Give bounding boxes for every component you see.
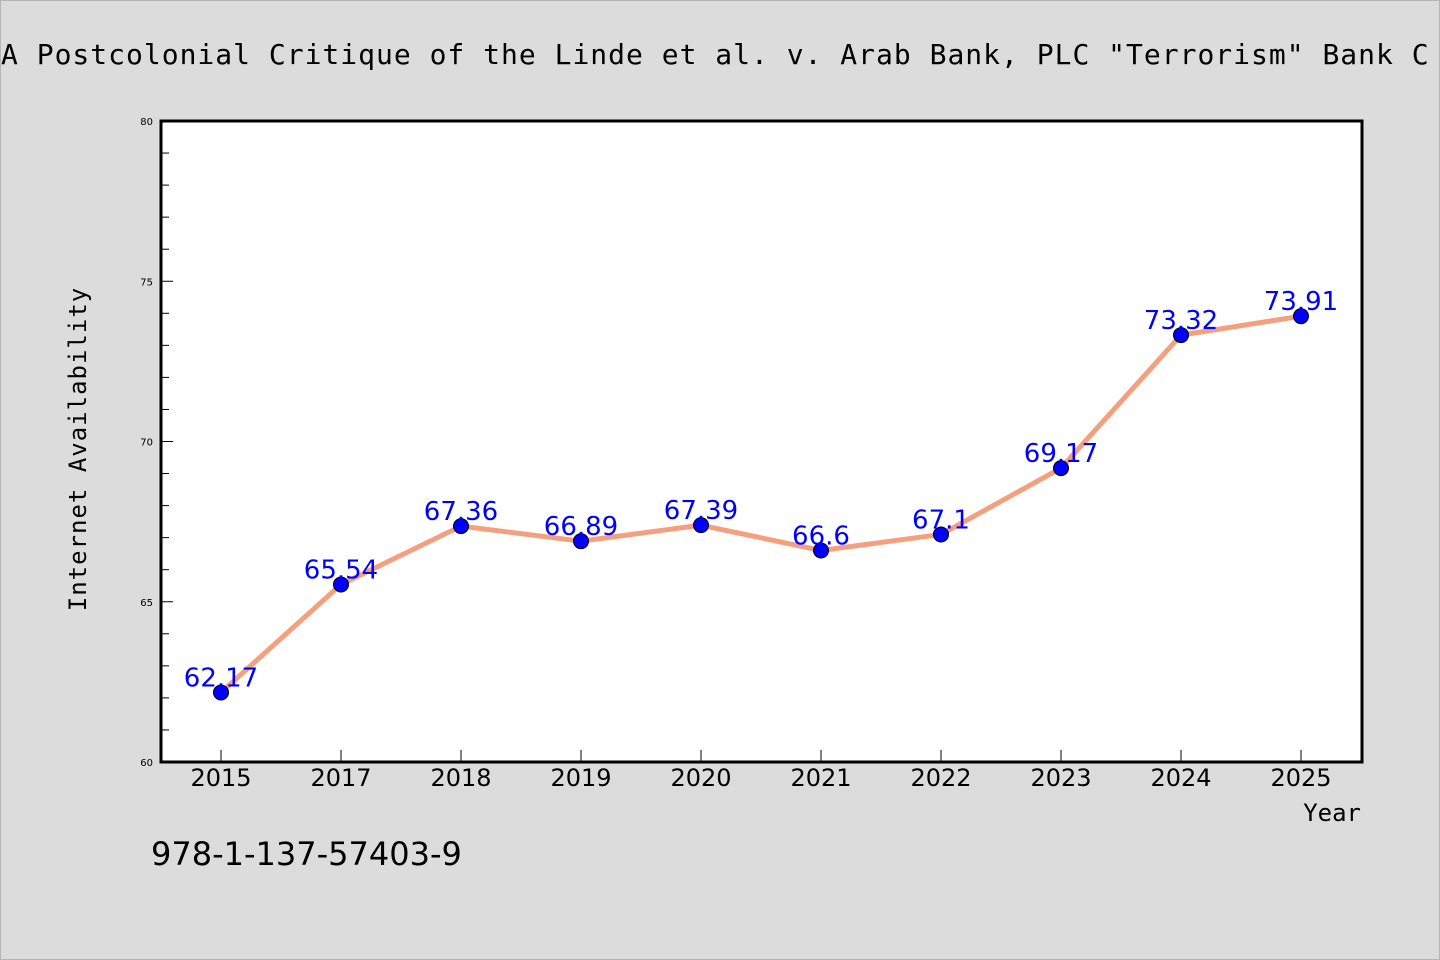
data-point — [573, 533, 589, 550]
data-label: 69.17 — [1024, 439, 1098, 469]
data-label: 73.91 — [1264, 287, 1338, 317]
x-tick-label: 2023 — [1030, 764, 1091, 792]
isbn-annotation: 978-1-137-57403-9 — [151, 835, 462, 873]
data-point — [1173, 327, 1189, 344]
x-tick-label: 2018 — [430, 764, 491, 792]
x-tick-label: 2017 — [310, 764, 371, 792]
chart-title: A Postcolonial Critique of the Linde et … — [1, 38, 1430, 71]
data-label: 67.39 — [664, 496, 738, 526]
x-tick-label: 2022 — [910, 764, 971, 792]
data-label: 62.17 — [184, 663, 258, 693]
data-label: 73.32 — [1144, 306, 1218, 336]
data-point — [453, 518, 469, 535]
y-tick-label: 60 — [140, 758, 153, 769]
data-point — [333, 576, 349, 593]
data-label: 66.89 — [544, 512, 618, 542]
x-tick-label: 2020 — [670, 764, 731, 792]
x-axis-label: Year — [1303, 799, 1361, 827]
y-tick-label: 75 — [140, 277, 153, 288]
y-axis: 60 65 70 75 80 — [140, 117, 173, 769]
x-tick-label: 2025 — [1270, 764, 1331, 792]
series-line — [218, 313, 1304, 695]
y-tick-label: 80 — [140, 117, 153, 128]
plot-area — [159, 119, 1364, 764]
data-point — [813, 542, 829, 559]
x-tick-label: 2021 — [790, 764, 851, 792]
y-tick-label: 70 — [140, 438, 153, 449]
data-point — [213, 684, 229, 701]
x-tick-label: 2019 — [550, 764, 611, 792]
x-tick-label: 2024 — [1150, 764, 1211, 792]
data-label: 67.36 — [424, 497, 498, 527]
data-label: 65.54 — [304, 555, 378, 585]
y-tick-label: 65 — [140, 598, 153, 609]
data-label: 67.1 — [912, 505, 970, 535]
data-point — [693, 517, 709, 534]
data-point — [1293, 308, 1309, 325]
data-label: 66.6 — [792, 521, 850, 551]
x-axis: 2015 2017 2018 2019 2020 2021 2022 2023 2024 2025 — [190, 750, 1332, 792]
y-axis-label: Internet Availability — [64, 287, 92, 611]
series-layer: 62.17 65.54 67.36 66.89 67.39 66.6 67.1 69.17 73… — [184, 287, 1338, 701]
data-point — [933, 526, 949, 543]
x-tick-label: 2015 — [190, 764, 251, 792]
data-point — [1053, 460, 1069, 477]
